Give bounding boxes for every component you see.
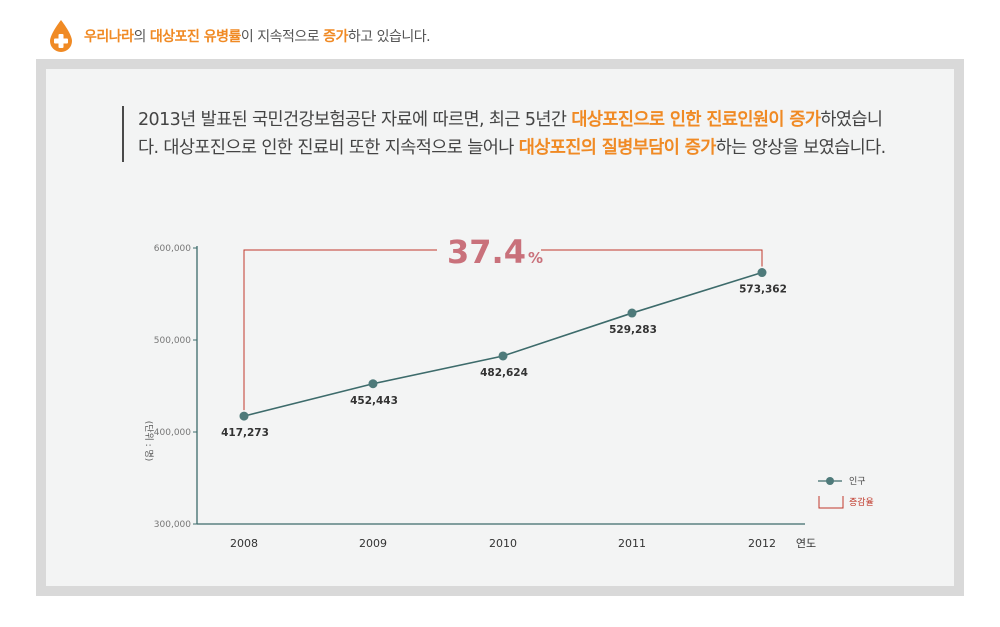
data-point: [757, 268, 767, 278]
x-tick-label: 2009: [359, 537, 387, 550]
y-tick-label: 400,000: [154, 428, 191, 438]
increase-rate-label: 37.4%: [447, 233, 543, 271]
y-axis-unit-label: (단위 : 명): [143, 421, 154, 462]
series-line: [243, 271, 763, 417]
intro-part: 대상포진으로 인한 진료인원이 증가: [571, 110, 821, 130]
intro-part: 대상포진의 질병부담이 증가: [518, 138, 717, 158]
bracket-right-line: [541, 249, 763, 267]
data-label: 573,362: [739, 284, 787, 296]
header-part: 이 지속적으로: [240, 29, 324, 45]
legend-marker-swatch: [826, 477, 834, 485]
header-part: 하고 있습니다.: [347, 29, 431, 45]
legend-label: 증감율: [849, 496, 874, 508]
y-tick-label: 600,000: [154, 244, 191, 254]
header-title: 우리나라의 대상포진 유병률이 지속적으로 증가하고 있습니다.: [84, 26, 431, 46]
header: 우리나라의 대상포진 유병률이 지속적으로 증가하고 있습니다.: [46, 18, 431, 54]
medical-drop-icon: [50, 20, 72, 52]
bracket-left-line: [243, 249, 437, 411]
legend-bracket-swatch: [818, 496, 844, 509]
data-point: [498, 351, 508, 361]
header-part: 증가: [323, 29, 348, 45]
intro-part: 하는 양상을 보였습니다.: [715, 138, 886, 158]
data-label: 452,443: [350, 395, 398, 407]
intro-part: 하였습니다. 대상포진으로 인한 진료비 또한 지속적으로 늘어나: [138, 110, 883, 158]
y-tick-label: 300,000: [154, 520, 191, 530]
increase-bracket: 37.4%: [243, 233, 763, 411]
intro-paragraph: 2013년 발표된 국민건강보험공단 자료에 따르면, 최근 5년간 대상포진으…: [122, 106, 902, 162]
y-tick-label: 500,000: [154, 336, 191, 346]
data-label: 482,624: [480, 367, 528, 379]
data-label: 417,273: [221, 427, 269, 439]
x-tick-label: 2012: [748, 537, 776, 550]
x-axis-title: 연도: [796, 537, 816, 550]
x-tick-label: 2008: [230, 537, 258, 550]
data-point: [627, 308, 637, 318]
data-point: [368, 379, 378, 389]
data-label: 529,283: [609, 324, 657, 336]
header-part: 우리나라: [84, 29, 134, 45]
legend-label: 인구: [849, 476, 866, 487]
header-part: 의: [133, 29, 150, 45]
data-point: [239, 411, 249, 421]
chart-axes: 300,000 400,000 500,000 600,000 (단위 : 명) 2008…: [143, 244, 816, 550]
x-tick-label: 2011: [618, 537, 646, 550]
intro-part: 2013년 발표된 국민건강보험공단 자료에 따르면, 최근 5년간: [138, 110, 572, 130]
x-tick-label: 2010: [489, 537, 517, 550]
header-part: 대상포진 유병률: [149, 29, 242, 45]
chart-series: 417,273 452,443 482,624 529,283 573,362: [221, 268, 787, 439]
